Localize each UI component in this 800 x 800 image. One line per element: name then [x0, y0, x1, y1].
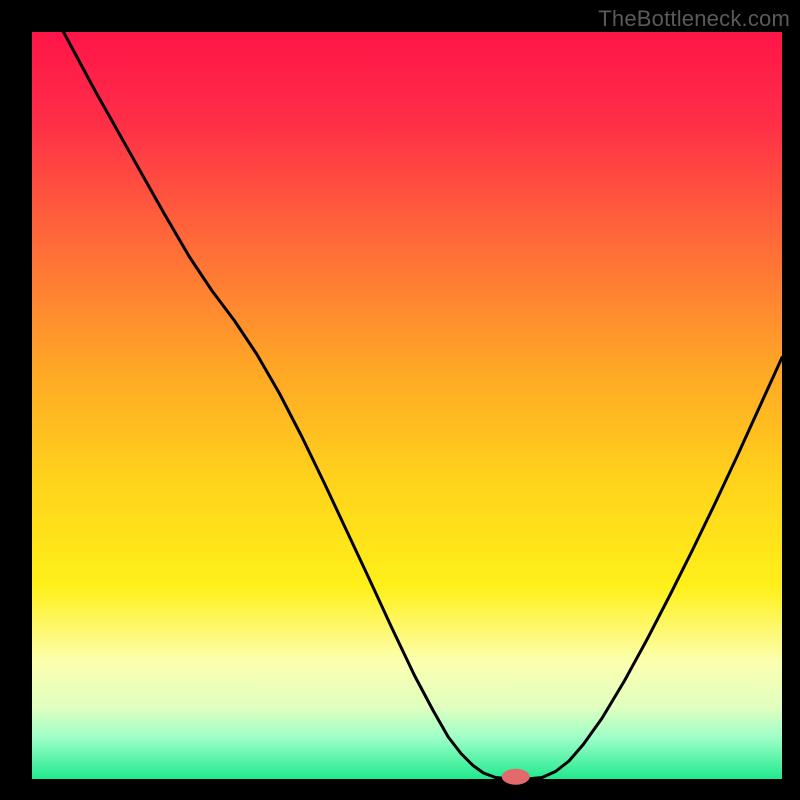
plot-background — [32, 32, 782, 782]
sweet-spot-marker — [502, 769, 530, 785]
bottleneck-chart — [0, 0, 800, 800]
chart-svg — [0, 0, 800, 800]
watermark-label: TheBottleneck.com — [598, 6, 790, 32]
